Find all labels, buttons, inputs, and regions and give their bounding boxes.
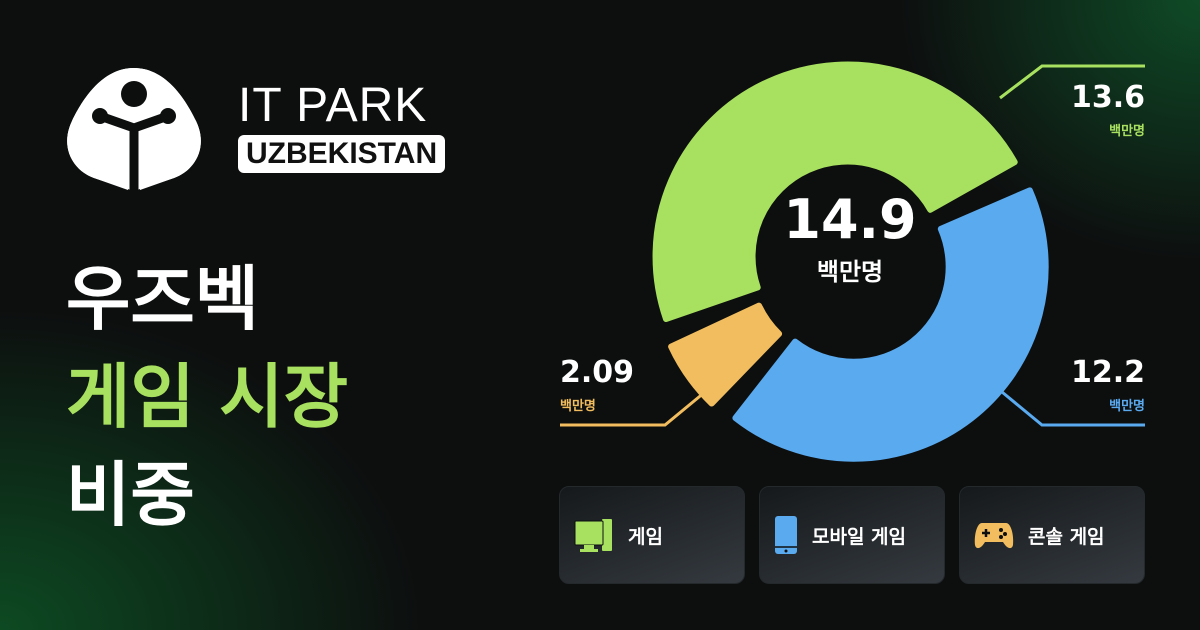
legend-item-mobile: 모바일 게임: [759, 486, 945, 584]
brand-country: UZBEKISTAN: [238, 135, 446, 173]
data-label-game: 13.6: [1070, 80, 1145, 115]
leader-line-mobile: [1001, 390, 1145, 427]
page-title: 우즈벡 게임 시장 비중: [66, 250, 348, 544]
leader-line-console: [560, 390, 706, 427]
legend-label-console: 콘솔 게임: [1028, 525, 1105, 548]
data-unit-console: 백만명: [560, 399, 596, 414]
smartphone-icon: [775, 516, 797, 554]
donut-center: 14.9 백만명: [760, 188, 940, 287]
legend-item-game: 게임: [559, 486, 745, 584]
donut-slice-console: [668, 302, 783, 407]
legend-label-mobile: 모바일 게임: [812, 525, 907, 548]
leader-line-game: [999, 64, 1145, 100]
desktop-computer-icon: [574, 519, 612, 552]
gamepad-icon: [974, 523, 1014, 549]
legend-label-game: 게임: [628, 525, 663, 548]
donut-slice-mobile: [732, 187, 1049, 462]
center-unit: 백만명: [816, 258, 884, 286]
title-line-2: 게임 시장: [66, 356, 348, 438]
data-unit-mobile: 백만명: [1109, 399, 1145, 414]
data-label-mobile: 12.2: [1070, 355, 1145, 390]
data-label-console: 2.09: [560, 355, 635, 390]
donut-slice-game: [652, 61, 1018, 323]
data-unit-game: 백만명: [1109, 124, 1145, 139]
brand-name: IT PARK: [238, 79, 428, 132]
center-value: 14.9: [783, 188, 917, 251]
it-park-logo: [67, 68, 201, 191]
title-line-3: 비중: [66, 454, 195, 536]
legend-item-console: 콘솔 게임: [959, 486, 1145, 584]
title-line-1: 우즈벡: [66, 258, 260, 340]
